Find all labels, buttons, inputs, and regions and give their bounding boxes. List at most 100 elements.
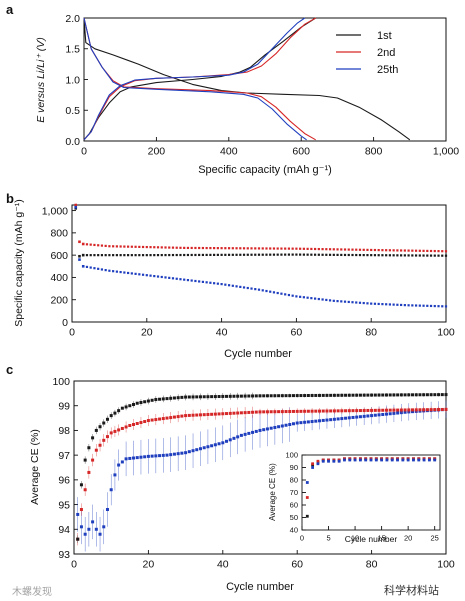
panel-b-point (370, 248, 373, 252)
panel-b-point (156, 275, 160, 278)
panel-b-point (269, 253, 272, 256)
panel-b-point (377, 248, 380, 252)
panel-c-point (87, 446, 91, 450)
panel-c-ytick-label: 93 (58, 549, 70, 561)
panel-c-point (340, 417, 344, 421)
inset-point (422, 458, 426, 462)
panel-c-point (198, 395, 202, 399)
panel-b-point (89, 243, 92, 246)
panel-b-point (134, 245, 137, 248)
panel-c-point (399, 408, 403, 412)
panel-b-point (227, 247, 231, 250)
panel-c-point (184, 414, 188, 418)
panel-c-point (381, 408, 385, 412)
panel-b-point (104, 244, 107, 248)
inset-point (433, 458, 437, 462)
panel-c-point (202, 413, 206, 417)
panel-b-point (310, 297, 313, 300)
panel-b-point (411, 249, 414, 252)
panel-b-point (358, 253, 362, 257)
panel-c-point (161, 397, 165, 401)
panel-c-point (407, 393, 411, 397)
panel-b-point (164, 253, 167, 257)
panel-c-point (284, 410, 288, 414)
inset-point (358, 458, 362, 462)
panel-b-point (85, 254, 89, 257)
inset-xtick-label: 20 (404, 534, 412, 543)
panel-c-point (262, 428, 266, 432)
panel-c-point (243, 432, 247, 436)
panel-c-point (370, 393, 374, 397)
panel-b-point (269, 290, 272, 293)
panel-c-point (265, 394, 269, 398)
panel-c-point (351, 393, 355, 397)
panel-b-point (373, 248, 377, 252)
panel-b-point (403, 254, 406, 257)
panel-b-point (209, 246, 212, 250)
panel-b-point (343, 300, 347, 303)
panel-c-point (347, 416, 351, 420)
inset-point (412, 458, 415, 462)
panel-b-point (347, 300, 350, 304)
panel-b-ylabel: Specific capacity (mAh g⁻¹) (13, 199, 25, 327)
panel-c-point (176, 415, 180, 419)
panel-c-point (180, 414, 184, 418)
panel-b-point (265, 289, 268, 293)
panel-b-point (168, 253, 171, 257)
panel-c-point (109, 414, 113, 418)
panel-c-point (150, 418, 154, 422)
panel-c-point (399, 393, 403, 397)
panel-c-point (433, 408, 437, 412)
panel-b-point (306, 253, 309, 256)
panel-b-point (400, 303, 403, 307)
panel-b-point (198, 280, 201, 283)
inset-point (401, 458, 405, 462)
panel-b-point (373, 254, 377, 257)
panel-b-point (108, 269, 111, 272)
panel-c-ytick-label: 96 (58, 475, 70, 487)
inset-point (343, 458, 346, 462)
panel-b-point (239, 247, 242, 250)
panel-b: 0 20 40 60 80 100 0 200 400 600 800 1,000 Cycle num… (13, 199, 455, 360)
series-25th-discharge-line (83, 17, 307, 141)
panel-c-point (429, 408, 433, 412)
inset-points (305, 457, 437, 518)
panel-c-point (243, 411, 247, 415)
inset-point (305, 481, 309, 484)
panel-c-point (124, 405, 128, 409)
panel-c-ytick-label: 100 (52, 376, 70, 388)
panel-c-point (79, 525, 83, 529)
panel-c-point (437, 408, 441, 412)
panel-b-point (179, 246, 182, 249)
panel-c-inset: 0 5 10 15 20 25 40 50 60 70 80 90 100 Cycle number A… (268, 451, 441, 544)
panel-b-point (351, 248, 354, 251)
panel-b-point (392, 303, 395, 306)
panel-c-point (132, 422, 136, 426)
panel-c-point (418, 408, 422, 412)
panel-c-point (314, 393, 318, 397)
panel-c-point (76, 512, 80, 516)
panel-c-point (258, 428, 262, 432)
panel-b-point (100, 268, 104, 271)
inset-point (316, 462, 320, 466)
panel-c-point (340, 409, 344, 413)
panel-c-xtick-label: 100 (437, 559, 455, 571)
panel-c-point (154, 454, 158, 458)
panel-b-point (257, 253, 261, 256)
panel-b-point (227, 253, 231, 256)
panel-b-point (242, 253, 246, 256)
panel-b-point (422, 304, 425, 307)
panel-c-point (351, 415, 355, 419)
panel-c-point (362, 393, 366, 397)
panel-c-point (377, 393, 381, 397)
panel-b-point (426, 254, 429, 257)
panel-c-point (91, 458, 95, 462)
panel-c-point (221, 394, 225, 398)
panel-c-point (291, 409, 295, 413)
panel-c-point (102, 525, 106, 529)
panel-c-point (407, 408, 411, 412)
panel-b-point (153, 254, 156, 257)
panel-b-ytick-label: 0 (62, 317, 68, 329)
panel-c-ytick-label: 98 (58, 425, 70, 437)
panel-c-point (146, 454, 150, 458)
